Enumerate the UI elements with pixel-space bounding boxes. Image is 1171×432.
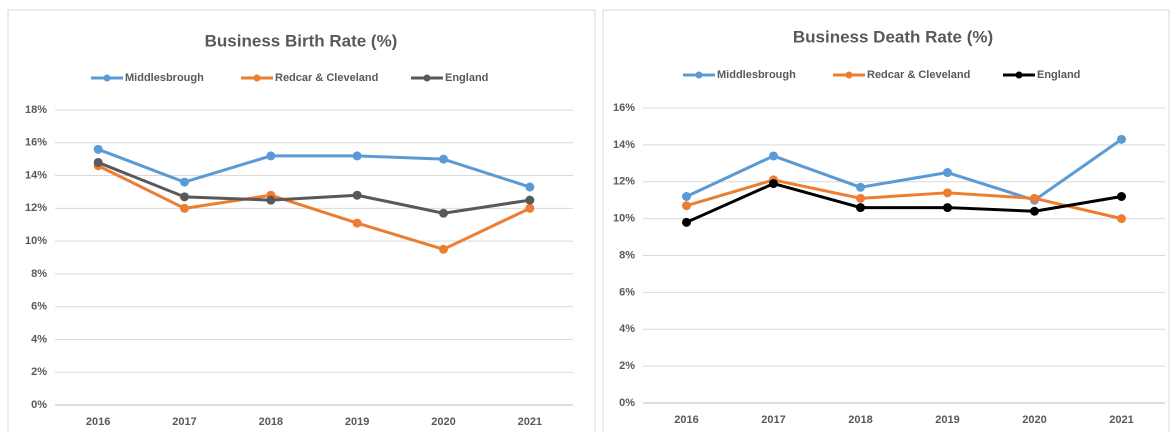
legend-label: England — [445, 72, 488, 84]
data-point — [352, 218, 362, 228]
data-point — [856, 203, 865, 213]
series-line — [97, 161, 531, 215]
series-line — [685, 138, 1123, 202]
series-line — [97, 164, 531, 251]
y-tick-label: 0% — [31, 399, 47, 411]
x-tick-label: 2017 — [172, 416, 196, 428]
x-tick-label: 2019 — [935, 414, 959, 426]
data-point — [682, 217, 691, 227]
legend-marker — [253, 74, 261, 82]
legend-marker — [1015, 71, 1023, 79]
y-tick-label: 6% — [619, 286, 635, 298]
data-point — [769, 151, 778, 161]
legend-marker — [695, 71, 703, 79]
y-tick-label: 6% — [31, 301, 47, 313]
data-point — [1030, 206, 1039, 216]
legend-marker — [423, 74, 431, 82]
data-point — [93, 157, 103, 167]
legend-marker — [103, 74, 111, 82]
y-tick-label: 14% — [613, 139, 635, 151]
legend-label: Middlesbrough — [125, 72, 204, 84]
x-tick-label: 2016 — [674, 414, 698, 426]
y-tick-label: 0% — [619, 397, 635, 409]
legend-marker — [845, 71, 853, 79]
data-point — [682, 192, 691, 201]
x-tick-label: 2018 — [848, 414, 872, 426]
series-line — [97, 147, 531, 189]
data-point — [525, 203, 535, 213]
series-line — [686, 178, 1122, 221]
data-point — [943, 188, 952, 198]
y-tick-label: 14% — [25, 169, 47, 181]
data-point — [180, 203, 189, 213]
data-point — [180, 177, 189, 187]
y-tick-label: 18% — [25, 104, 47, 116]
data-point — [943, 168, 952, 178]
x-tick-label: 2016 — [86, 416, 110, 428]
y-tick-label: 10% — [25, 235, 47, 247]
data-point — [439, 208, 448, 218]
data-point — [769, 179, 778, 189]
x-tick-label: 2021 — [1109, 414, 1133, 426]
data-point — [352, 151, 362, 161]
x-tick-label: 2020 — [1022, 414, 1046, 426]
x-tick-label: 2017 — [761, 414, 785, 426]
data-point — [1030, 193, 1039, 203]
data-point — [525, 182, 535, 192]
data-point — [1117, 134, 1126, 144]
data-point — [856, 182, 865, 192]
legend-label: England — [1037, 69, 1080, 81]
data-point — [439, 244, 448, 254]
y-tick-label: 8% — [619, 249, 635, 261]
data-point — [856, 193, 865, 203]
y-tick-label: 2% — [31, 366, 47, 378]
series-line — [685, 182, 1122, 224]
legend-label: Middlesbrough — [717, 69, 796, 81]
data-point — [943, 203, 952, 213]
y-tick-label: 4% — [31, 333, 47, 345]
y-tick-label: 16% — [25, 137, 47, 149]
data-point — [93, 144, 103, 154]
legend-label: Redcar & Cleveland — [867, 69, 970, 81]
y-tick-label: 16% — [613, 102, 635, 114]
chart-title: Business Death Rate (%) — [793, 27, 993, 46]
data-point — [439, 154, 448, 164]
data-point — [525, 195, 535, 205]
data-point — [352, 190, 362, 200]
y-tick-label: 2% — [619, 360, 635, 372]
legend-label: Redcar & Cleveland — [275, 72, 378, 84]
x-tick-label: 2018 — [259, 416, 283, 428]
data-point — [180, 192, 189, 202]
chart-title: Business Birth Rate (%) — [205, 31, 398, 50]
y-tick-label: 12% — [25, 202, 47, 214]
y-tick-label: 12% — [613, 176, 635, 188]
data-point — [1117, 214, 1126, 224]
data-point — [266, 151, 276, 161]
x-tick-label: 2019 — [345, 416, 369, 428]
data-point — [682, 201, 691, 211]
data-point — [1117, 192, 1126, 201]
y-tick-label: 4% — [619, 323, 635, 335]
y-tick-label: 10% — [613, 213, 635, 225]
y-tick-label: 8% — [31, 268, 47, 280]
x-tick-label: 2020 — [431, 416, 455, 428]
data-point — [266, 195, 276, 205]
x-tick-label: 2021 — [518, 416, 542, 428]
panel — [602, 9, 1170, 432]
